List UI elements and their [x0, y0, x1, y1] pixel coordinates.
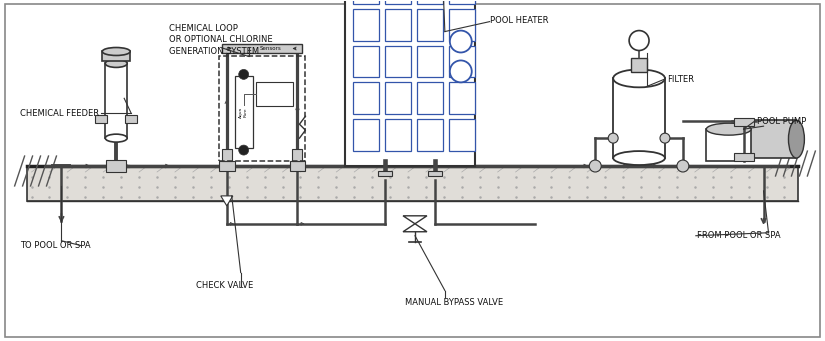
- Bar: [222, 149, 232, 161]
- Bar: [417, 0, 443, 4]
- Text: Aqua
Pure: Aqua Pure: [239, 107, 248, 118]
- Bar: [385, 83, 411, 114]
- Bar: [26, 166, 799, 201]
- Circle shape: [608, 133, 618, 143]
- Bar: [346, 0, 474, 166]
- Bar: [385, 119, 411, 151]
- Bar: [102, 51, 130, 61]
- Circle shape: [450, 60, 472, 83]
- Bar: [449, 119, 474, 151]
- Bar: [631, 58, 647, 72]
- Ellipse shape: [613, 151, 665, 165]
- Text: MANUAL BYPASS VALVE: MANUAL BYPASS VALVE: [405, 298, 503, 307]
- Text: Sensors: Sensors: [260, 46, 281, 51]
- Bar: [219, 161, 235, 171]
- Circle shape: [238, 70, 248, 79]
- Bar: [96, 115, 107, 123]
- Ellipse shape: [613, 70, 665, 87]
- Ellipse shape: [106, 59, 127, 68]
- Bar: [417, 9, 443, 41]
- Bar: [428, 171, 442, 176]
- Bar: [449, 83, 474, 114]
- Text: POOL HEATER: POOL HEATER: [490, 16, 548, 25]
- Bar: [235, 76, 252, 148]
- Bar: [613, 78, 665, 158]
- Bar: [353, 0, 380, 4]
- Bar: [219, 57, 305, 161]
- Ellipse shape: [706, 123, 751, 135]
- Bar: [385, 45, 411, 77]
- Text: CHEMICAL FEEDER: CHEMICAL FEEDER: [20, 109, 99, 118]
- Polygon shape: [221, 196, 233, 206]
- Bar: [417, 119, 443, 151]
- Bar: [256, 83, 294, 106]
- Text: FILTER: FILTER: [667, 75, 694, 84]
- Text: FROM POOL OR SPA: FROM POOL OR SPA: [697, 231, 780, 240]
- Circle shape: [450, 31, 472, 53]
- Circle shape: [629, 31, 649, 50]
- Bar: [378, 171, 392, 176]
- Bar: [733, 118, 753, 126]
- Bar: [449, 9, 474, 41]
- Bar: [385, 9, 411, 41]
- Bar: [353, 9, 380, 41]
- Text: CHEMICAL LOOP
OR OPTIONAL CHLORINE
GENERATION SYSTEM: CHEMICAL LOOP OR OPTIONAL CHLORINE GENER…: [169, 24, 272, 56]
- Bar: [417, 45, 443, 77]
- Polygon shape: [403, 216, 427, 224]
- Text: POOL PUMP: POOL PUMP: [757, 117, 806, 126]
- Bar: [449, 45, 474, 77]
- Bar: [293, 149, 303, 161]
- Bar: [733, 153, 753, 161]
- Bar: [106, 160, 126, 172]
- Ellipse shape: [106, 134, 127, 142]
- Bar: [353, 45, 380, 77]
- Circle shape: [660, 133, 670, 143]
- Bar: [748, 120, 796, 158]
- Bar: [353, 119, 380, 151]
- Bar: [417, 83, 443, 114]
- Ellipse shape: [789, 120, 804, 158]
- Bar: [449, 0, 474, 4]
- Bar: [353, 83, 380, 114]
- Circle shape: [677, 160, 689, 172]
- Circle shape: [238, 145, 248, 155]
- Polygon shape: [403, 224, 427, 232]
- Circle shape: [589, 160, 601, 172]
- Bar: [222, 44, 303, 54]
- Bar: [706, 129, 751, 161]
- Text: TO POOL OR SPA: TO POOL OR SPA: [20, 241, 90, 250]
- Text: CHECK VALVE: CHECK VALVE: [196, 281, 253, 290]
- Bar: [290, 161, 305, 171]
- Bar: [125, 115, 137, 123]
- Bar: [385, 0, 411, 4]
- Bar: [106, 63, 127, 138]
- Ellipse shape: [102, 47, 130, 56]
